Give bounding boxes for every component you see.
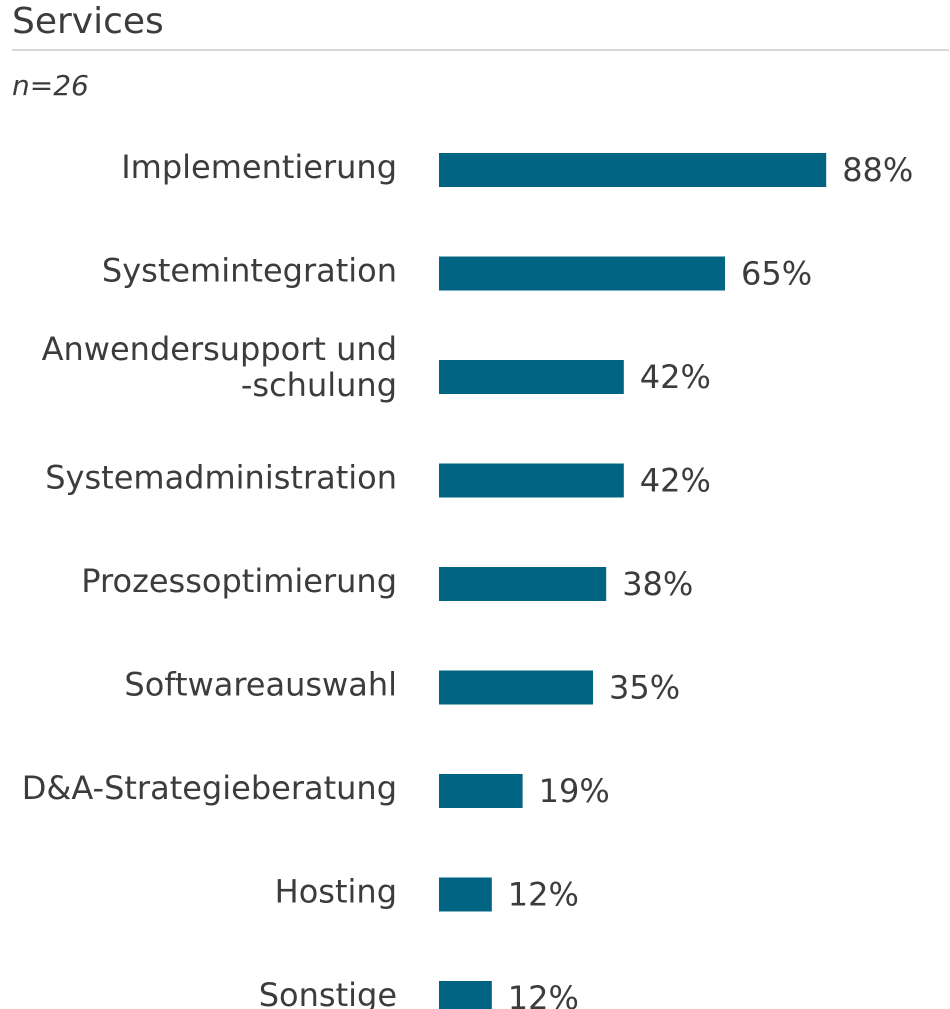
value-label-7: 19% [539,772,610,810]
value-label-2: 65% [741,255,812,293]
value-label-5: 38% [622,565,693,603]
bar-7 [439,774,523,808]
category-label-1: Implementierung [121,148,397,186]
bar-1 [439,153,827,187]
value-label-4: 42% [640,462,711,500]
value-label-9: 12% [508,979,579,1009]
value-label-1: 88% [842,151,913,189]
value-label-6: 35% [609,669,680,707]
chart-title: Services [12,1,164,42]
category-label-3-line-2: -schulung [241,366,397,404]
bar-6 [439,670,593,705]
value-label-8: 12% [508,876,579,914]
bar-4 [439,463,624,498]
bar-5 [439,567,607,601]
chart-subtitle: n=26 [12,69,89,102]
category-label-4: Systemadministration [45,459,397,497]
category-label-3-line-1: Anwendersupport und [42,330,397,368]
category-label-7: D&A-Strategieberatung [22,769,397,807]
category-label-2: Systemintegration [102,252,397,290]
category-label-6: Softwareauswahl [124,666,397,704]
category-label-5: Prozessoptimierung [81,562,397,600]
value-label-3: 42% [640,358,711,396]
bar-2 [439,256,725,291]
title-divider [12,49,949,51]
category-label-8: Hosting [275,873,397,911]
bar-9 [439,981,492,1009]
bar-3 [439,360,624,394]
category-label-9: Sonstige [259,976,397,1009]
bar-8 [439,877,492,912]
